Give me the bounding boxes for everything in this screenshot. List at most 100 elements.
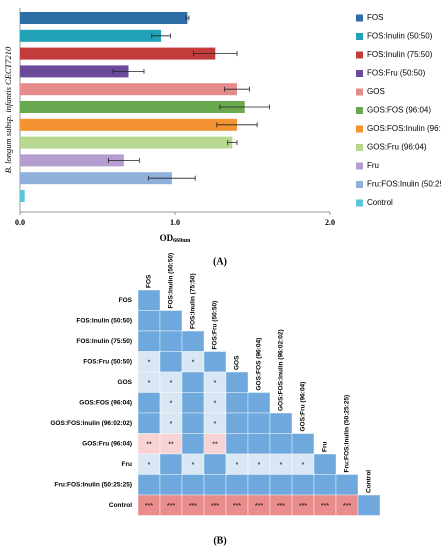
matrix-cell (225, 392, 249, 414)
legend-swatch (356, 107, 363, 114)
significance: ** (146, 442, 152, 449)
x-tick-label: 0.0 (15, 218, 25, 227)
matrix-cell (203, 474, 227, 496)
significance: *** (343, 503, 351, 510)
matrix-cell (313, 474, 337, 496)
legend-label: FOS (367, 13, 383, 22)
row-label: Control (109, 502, 132, 509)
column-label: Fru (322, 442, 329, 453)
significance: * (148, 462, 151, 469)
matrix-cell (203, 351, 227, 373)
row-label: GOS (118, 379, 133, 386)
error-bar (193, 51, 238, 57)
x-tick-label: 2.0 (325, 218, 335, 227)
matrix-cell (291, 433, 315, 455)
significance: *** (321, 503, 329, 510)
row-label: FOS:Fru (50:50) (83, 358, 132, 365)
column-label: GOS:Fru (96:04) (300, 382, 307, 432)
matrix-cell (247, 474, 271, 496)
legend-swatch (356, 51, 363, 59)
bar (20, 47, 216, 60)
legend-label: FOS:Inulin (75:50) (367, 50, 433, 59)
significance: * (214, 401, 217, 408)
row-label: FOS:Inulin (50:50) (76, 317, 132, 324)
bar (20, 118, 237, 131)
panel-label: (B) (213, 535, 226, 546)
x-axis-label: OD660nm (160, 233, 191, 244)
bar (20, 101, 245, 113)
matrix-cell (291, 474, 315, 496)
bar (20, 12, 188, 24)
significance: * (258, 462, 261, 469)
matrix-cell (137, 289, 161, 311)
matrix-cell (357, 494, 381, 516)
legend-swatch (356, 33, 363, 40)
significance: ** (212, 442, 218, 449)
matrix-cell (159, 310, 183, 332)
column-label: FOS:Inulin (50:50) (168, 253, 175, 309)
significance: *** (211, 503, 219, 510)
legend-swatch (356, 144, 363, 151)
error-bar (148, 175, 196, 181)
row-label: GOS:FOS:Inulin (96:02:02) (50, 420, 132, 427)
matrix-cell (181, 474, 205, 496)
column-label: FOS (146, 274, 153, 288)
matrix-cell (159, 351, 183, 373)
matrix-cell (159, 453, 183, 475)
matrix-cell (181, 412, 205, 434)
legend-label: GOS:Fru (96:04) (367, 143, 427, 152)
significance: * (148, 360, 151, 367)
significance: *** (233, 503, 241, 510)
matrix-cell (225, 371, 249, 393)
significance: * (236, 462, 239, 469)
matrix-cell (137, 310, 161, 332)
column-label: FOS:Inulin (75:50) (190, 273, 197, 329)
legend-swatch (356, 70, 363, 77)
matrix-cell (269, 433, 293, 455)
legend-swatch (356, 199, 363, 207)
significance: * (214, 421, 217, 428)
error-bar (107, 157, 140, 163)
error-bar (151, 33, 171, 39)
significance: * (192, 462, 195, 469)
significance: * (280, 462, 283, 469)
y-axis-label: B. longum subsp. infantis CECT7210 (3, 46, 13, 173)
legend-label: GOS:FOS:Inulin (96:02:02) (367, 124, 441, 133)
matrix-cell (181, 371, 205, 393)
legend-label: Control (367, 198, 393, 207)
column-label: GOS (234, 355, 241, 370)
significance: *** (189, 503, 197, 510)
legend-label: Fru (367, 161, 379, 170)
x-axis-label-main: OD (160, 233, 174, 243)
significance: *** (145, 503, 153, 510)
row-label: FOS (119, 297, 133, 304)
legend-label: Fru:FOS:Inulin (50:25:25) (367, 180, 441, 189)
row-label: FOS:Inulin (75:50) (76, 338, 132, 345)
bar (20, 83, 237, 96)
error-bar (224, 86, 250, 92)
x-tick-label: 1.0 (170, 218, 180, 227)
matrix-cell (247, 392, 271, 414)
row-label: Fru:FOS:Inulin (50:25:25) (54, 481, 132, 488)
significance: ** (168, 442, 174, 449)
significance: * (192, 360, 195, 367)
matrix-cell (225, 412, 249, 434)
significance: * (170, 401, 173, 408)
column-label: GOS:FOS (96:04) (256, 338, 263, 391)
legend-swatch (356, 162, 363, 170)
matrix-cell (203, 453, 227, 475)
error-bar (219, 104, 270, 110)
error-bar (185, 15, 190, 21)
bar (20, 29, 162, 42)
matrix-cell (181, 392, 205, 414)
row-label: GOS:Fru (96:04) (82, 440, 132, 447)
significance: * (170, 380, 173, 387)
matrix-cell (181, 433, 205, 455)
column-label: GOS:FOS:Inulin (96:02:02) (278, 329, 285, 411)
matrix-cell (159, 474, 183, 496)
error-bar (227, 140, 238, 146)
legend-swatch (356, 14, 363, 22)
matrix-cell (269, 412, 293, 434)
matrix-cell (137, 412, 161, 434)
